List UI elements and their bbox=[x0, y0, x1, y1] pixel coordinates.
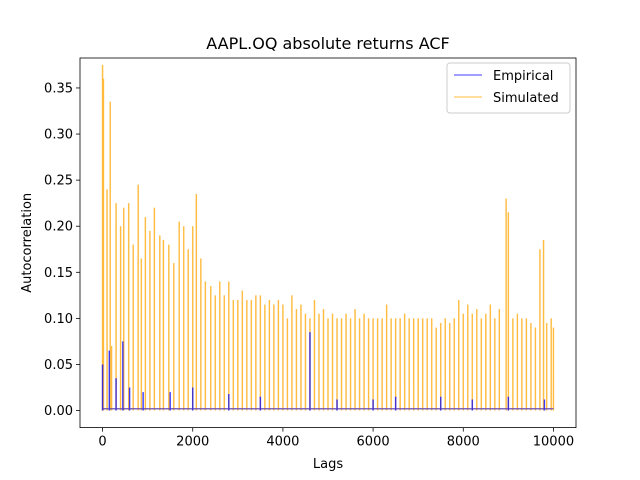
y-axis-label: Autocorrelation bbox=[20, 193, 35, 293]
y-tick-label-7: 0.35 bbox=[44, 81, 73, 96]
x-tick-label-3: 6000 bbox=[357, 435, 390, 450]
x-tick-label-5: 10000 bbox=[533, 435, 574, 450]
x-tick-label-0: 0 bbox=[98, 435, 106, 450]
y-tick-label-2: 0.10 bbox=[44, 312, 73, 327]
y-tick-label-0: 0.00 bbox=[44, 404, 73, 419]
y-tick-label-5: 0.25 bbox=[44, 174, 73, 189]
y-tick-label-6: 0.30 bbox=[44, 128, 73, 143]
x-axis: 0 2000 4000 6000 8000 10000 bbox=[98, 427, 574, 450]
plot-area bbox=[101, 64, 555, 411]
y-tick-label-3: 0.15 bbox=[44, 266, 73, 281]
legend-label-simulated: Simulated bbox=[493, 91, 559, 106]
x-tick-label-1: 2000 bbox=[176, 435, 209, 450]
legend: Empirical Simulated bbox=[446, 62, 571, 114]
legend-label-empirical: Empirical bbox=[493, 69, 553, 84]
series-simulated bbox=[101, 64, 555, 411]
y-axis: 0.00 0.05 0.10 0.15 0.20 0.25 0.30 0.35 bbox=[44, 81, 80, 419]
x-axis-label: Lags bbox=[313, 457, 343, 472]
x-tick-label-2: 4000 bbox=[266, 435, 299, 450]
series-empirical bbox=[101, 332, 554, 411]
x-tick-label-4: 8000 bbox=[447, 435, 480, 450]
y-tick-label-1: 0.05 bbox=[44, 358, 73, 373]
axes-frame bbox=[79, 57, 577, 429]
chart-title: AAPL.OQ absolute returns ACF bbox=[206, 34, 450, 53]
y-tick-label-4: 0.20 bbox=[44, 220, 73, 235]
